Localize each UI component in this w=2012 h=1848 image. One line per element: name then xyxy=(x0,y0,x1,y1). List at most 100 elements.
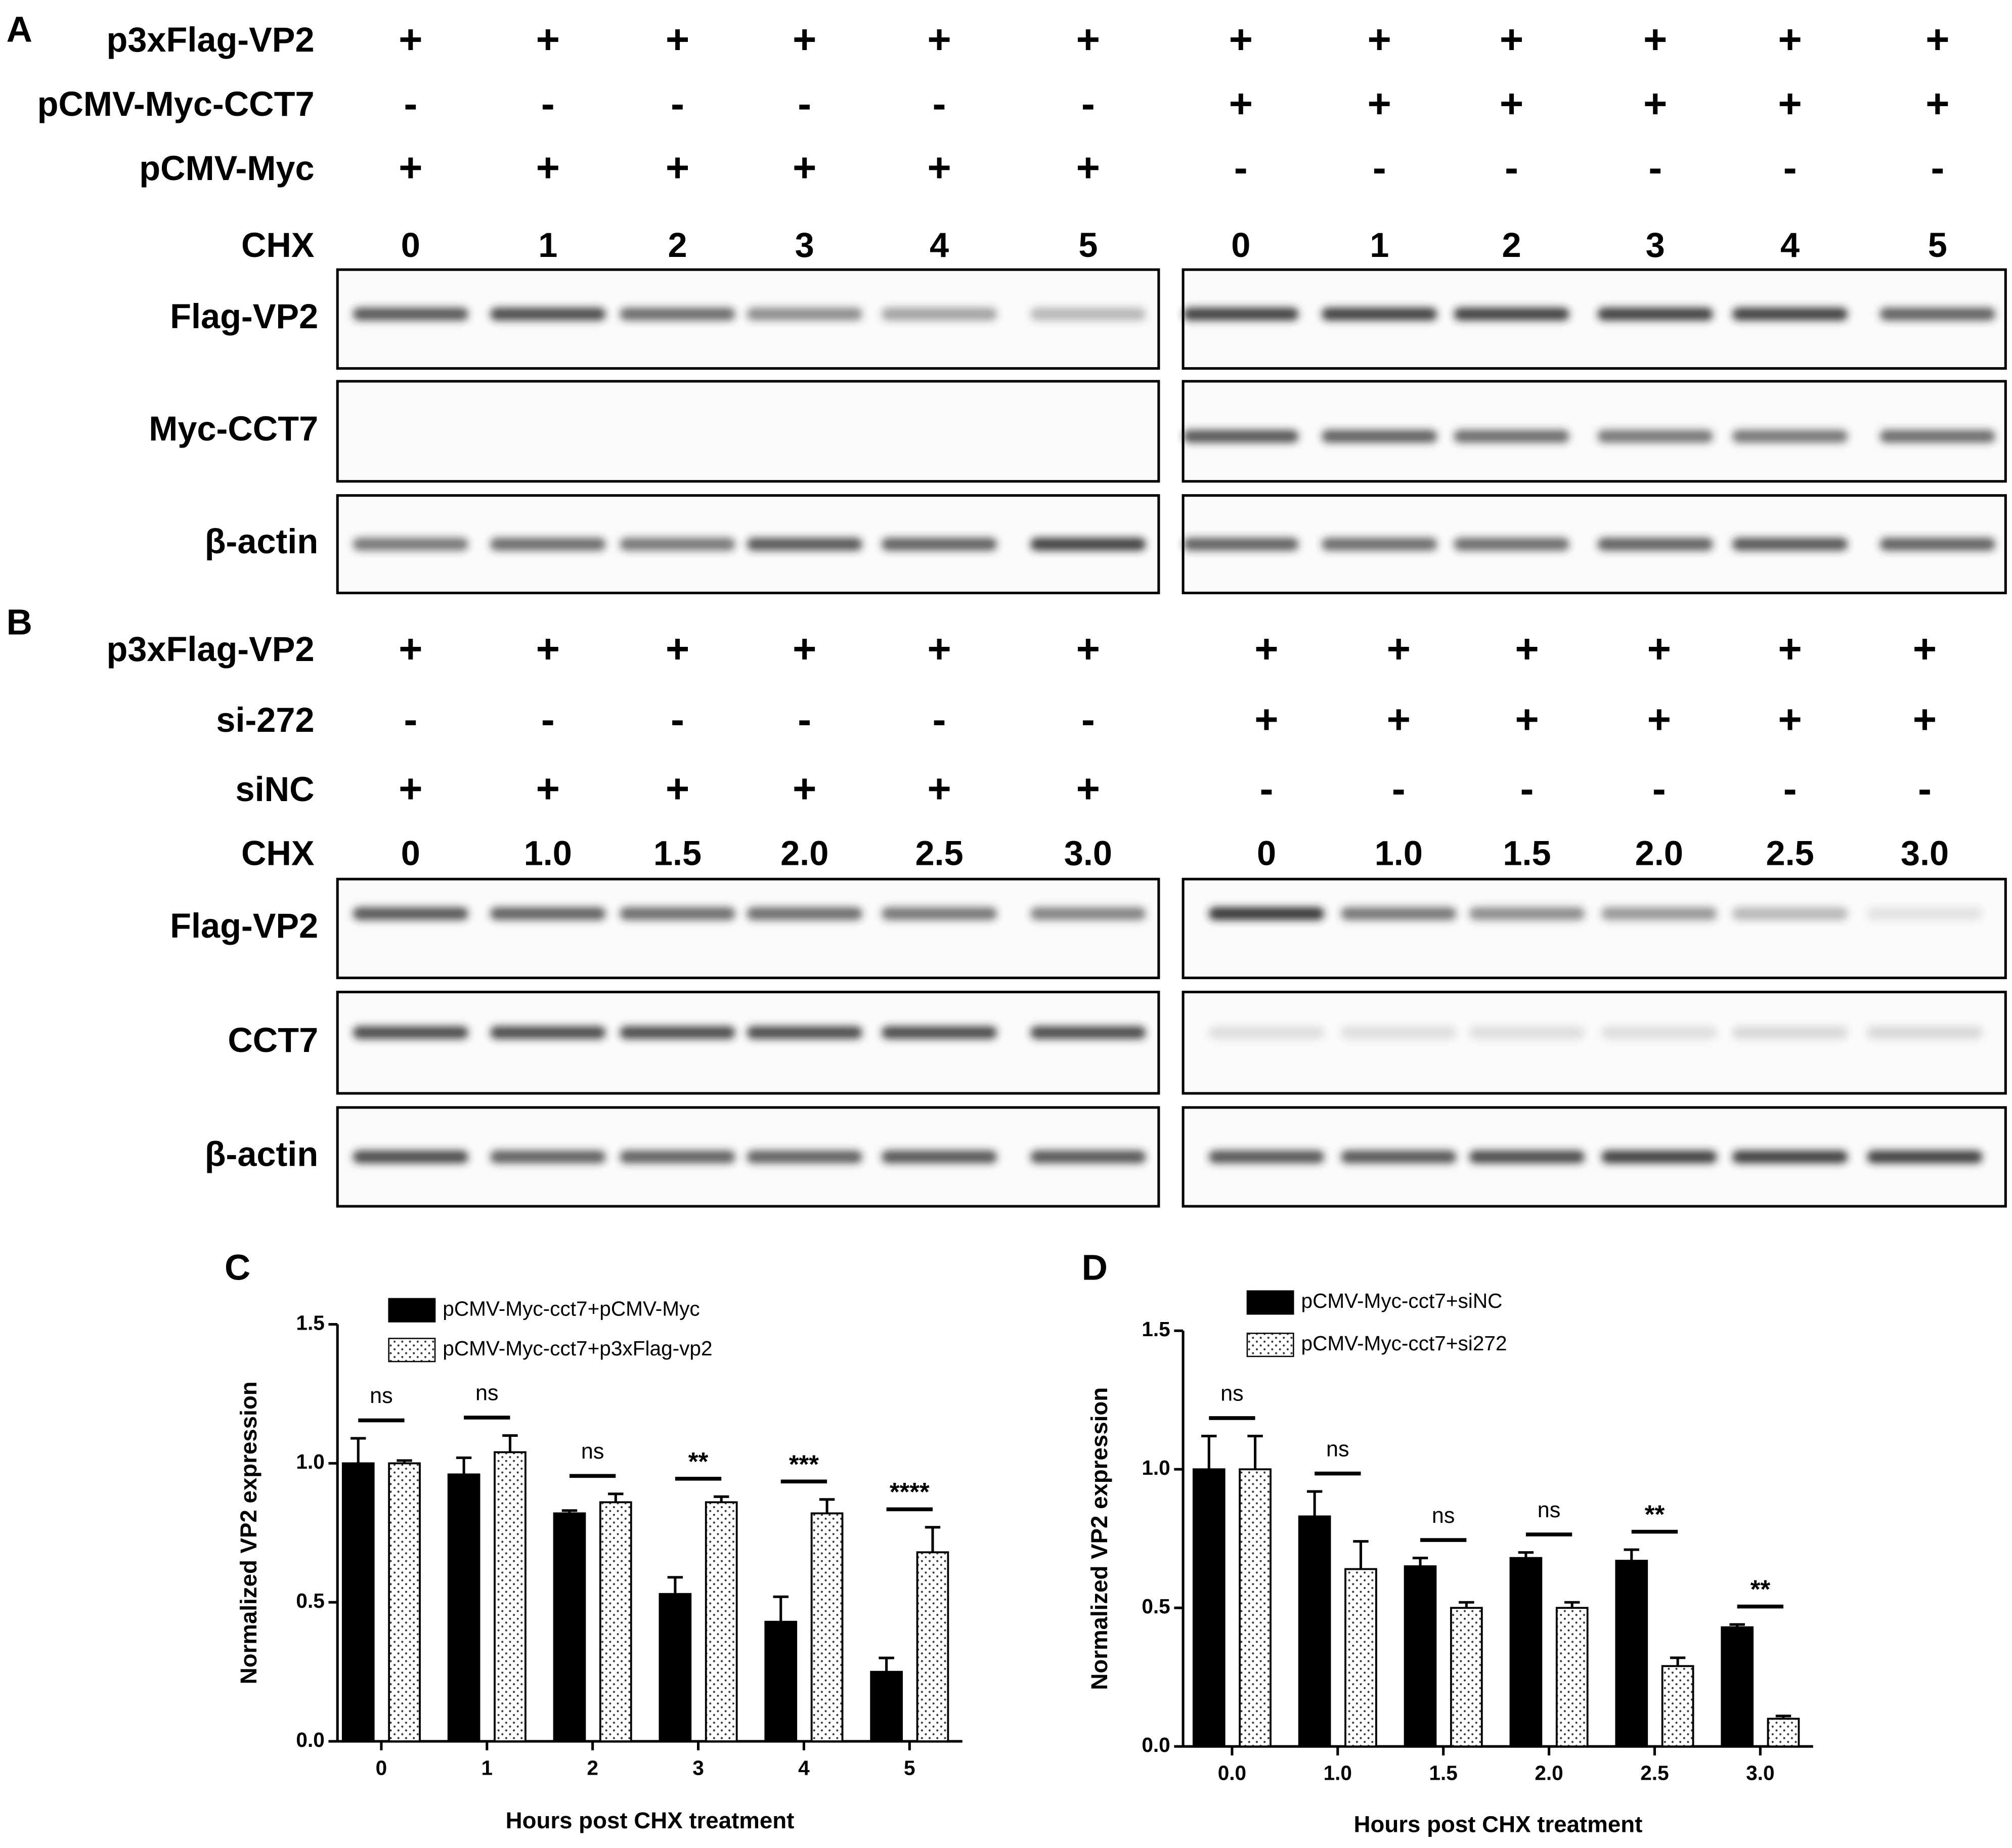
bar xyxy=(447,1473,480,1742)
chx-time: 2.0 xyxy=(1635,834,1683,873)
panel-label: A xyxy=(7,10,32,50)
bar xyxy=(388,1462,421,1742)
chx-time: 1 xyxy=(538,226,557,265)
bar xyxy=(1767,1718,1800,1748)
lane-symbol: - xyxy=(1783,766,1797,812)
lane-symbol: - xyxy=(1081,81,1095,126)
band xyxy=(353,307,469,321)
legend-label: pCMV-Myc-cct7+p3xFlag-vp2 xyxy=(443,1337,712,1360)
lane-symbol: + xyxy=(927,766,951,812)
row-label: siNC xyxy=(236,770,315,809)
bar xyxy=(1298,1515,1331,1748)
band xyxy=(747,538,862,551)
band xyxy=(1454,538,1569,551)
x-axis-title: Hours post CHX treatment xyxy=(1354,1812,1643,1837)
blot-label: Flag-VP2 xyxy=(170,906,318,945)
band xyxy=(490,1026,606,1039)
x-tick-label: 3 xyxy=(692,1756,704,1780)
blot-frame xyxy=(1182,380,2007,483)
lane-symbol: + xyxy=(1254,697,1278,742)
lane-symbol: + xyxy=(536,145,560,191)
bar xyxy=(1555,1607,1589,1748)
y-tick-label: 1.5 xyxy=(1142,1317,1170,1341)
y-axis-title: Normalized VP2 expression xyxy=(1086,1387,1112,1690)
band xyxy=(1732,430,1848,443)
panel-label: C xyxy=(225,1248,250,1288)
lane-symbol: + xyxy=(1647,697,1671,742)
lane-symbol: - xyxy=(1234,145,1248,191)
significance-label: ns xyxy=(1220,1382,1244,1406)
lane-symbol: + xyxy=(1643,81,1667,126)
y-tick-label: 0.0 xyxy=(1142,1733,1170,1756)
band xyxy=(1867,1150,1983,1164)
band xyxy=(490,307,606,321)
lane-symbol: - xyxy=(1648,145,1662,191)
bar xyxy=(659,1593,692,1742)
blot-frame xyxy=(1182,877,2007,980)
x-tick-label: 1 xyxy=(481,1756,493,1780)
panel-label: D xyxy=(1082,1248,1108,1288)
y-tick-label: 1.0 xyxy=(1142,1456,1170,1479)
y-tick-label: 1.0 xyxy=(296,1450,324,1473)
band xyxy=(1454,307,1569,321)
band xyxy=(1732,1150,1848,1164)
band xyxy=(620,307,735,321)
lane-symbol: - xyxy=(1520,766,1534,812)
y-tick-label: 1.5 xyxy=(296,1311,324,1334)
blot-frame xyxy=(1182,990,2007,1095)
lane-symbol: + xyxy=(1778,81,1802,126)
band xyxy=(1183,307,1299,321)
lane-symbol: + xyxy=(1500,81,1523,126)
lane-symbol: + xyxy=(1368,81,1391,126)
band xyxy=(353,1150,469,1164)
bar xyxy=(705,1501,738,1742)
lane-symbol: + xyxy=(1515,697,1539,742)
chx-label: CHX xyxy=(241,226,315,265)
bar xyxy=(1615,1560,1648,1748)
bar xyxy=(341,1462,375,1742)
bar xyxy=(1239,1468,1272,1748)
bar xyxy=(1509,1557,1543,1748)
lane-symbol: + xyxy=(666,17,689,63)
band xyxy=(490,538,606,551)
x-tick-label: 2.5 xyxy=(1640,1762,1669,1785)
chx-time: 3 xyxy=(795,226,814,265)
band xyxy=(353,907,469,920)
lane-symbol: + xyxy=(1076,145,1100,191)
y-axis-title: Normalized VP2 expression xyxy=(236,1381,261,1684)
x-axis-title: Hours post CHX treatment xyxy=(506,1808,795,1833)
lane-symbol: + xyxy=(1368,17,1391,63)
row-label: si-272 xyxy=(216,700,314,739)
band xyxy=(881,1026,997,1039)
band xyxy=(881,1150,997,1164)
significance-label: ns xyxy=(1326,1437,1349,1461)
blot-frame xyxy=(336,990,1160,1095)
bar xyxy=(599,1501,632,1742)
bar xyxy=(553,1512,586,1742)
band xyxy=(1879,430,1996,443)
lane-symbol: + xyxy=(1926,17,1949,63)
significance-label: ** xyxy=(688,1447,709,1476)
significance-label: ns xyxy=(1538,1498,1561,1522)
lane-symbol: + xyxy=(536,766,560,812)
lane-symbol: + xyxy=(536,627,560,672)
lane-symbol: - xyxy=(541,81,555,126)
band xyxy=(1597,538,1713,551)
band xyxy=(620,1150,735,1164)
band xyxy=(1732,1026,1848,1039)
chx-time: 0 xyxy=(1231,226,1250,265)
lane-symbol: - xyxy=(1505,145,1518,191)
row-label: pCMV-Myc xyxy=(139,149,314,188)
lane-symbol: - xyxy=(1373,145,1386,191)
band xyxy=(1597,430,1713,443)
lane-symbol: + xyxy=(1778,697,1802,742)
band xyxy=(490,1150,606,1164)
significance-label: ** xyxy=(1751,1575,1771,1604)
band xyxy=(1341,907,1457,920)
lane-symbol: - xyxy=(1783,145,1797,191)
lane-symbol: + xyxy=(793,766,816,812)
blot-frame xyxy=(1182,494,2007,594)
bar xyxy=(494,1451,527,1742)
blot-frame xyxy=(336,380,1160,483)
bar xyxy=(1450,1607,1483,1748)
